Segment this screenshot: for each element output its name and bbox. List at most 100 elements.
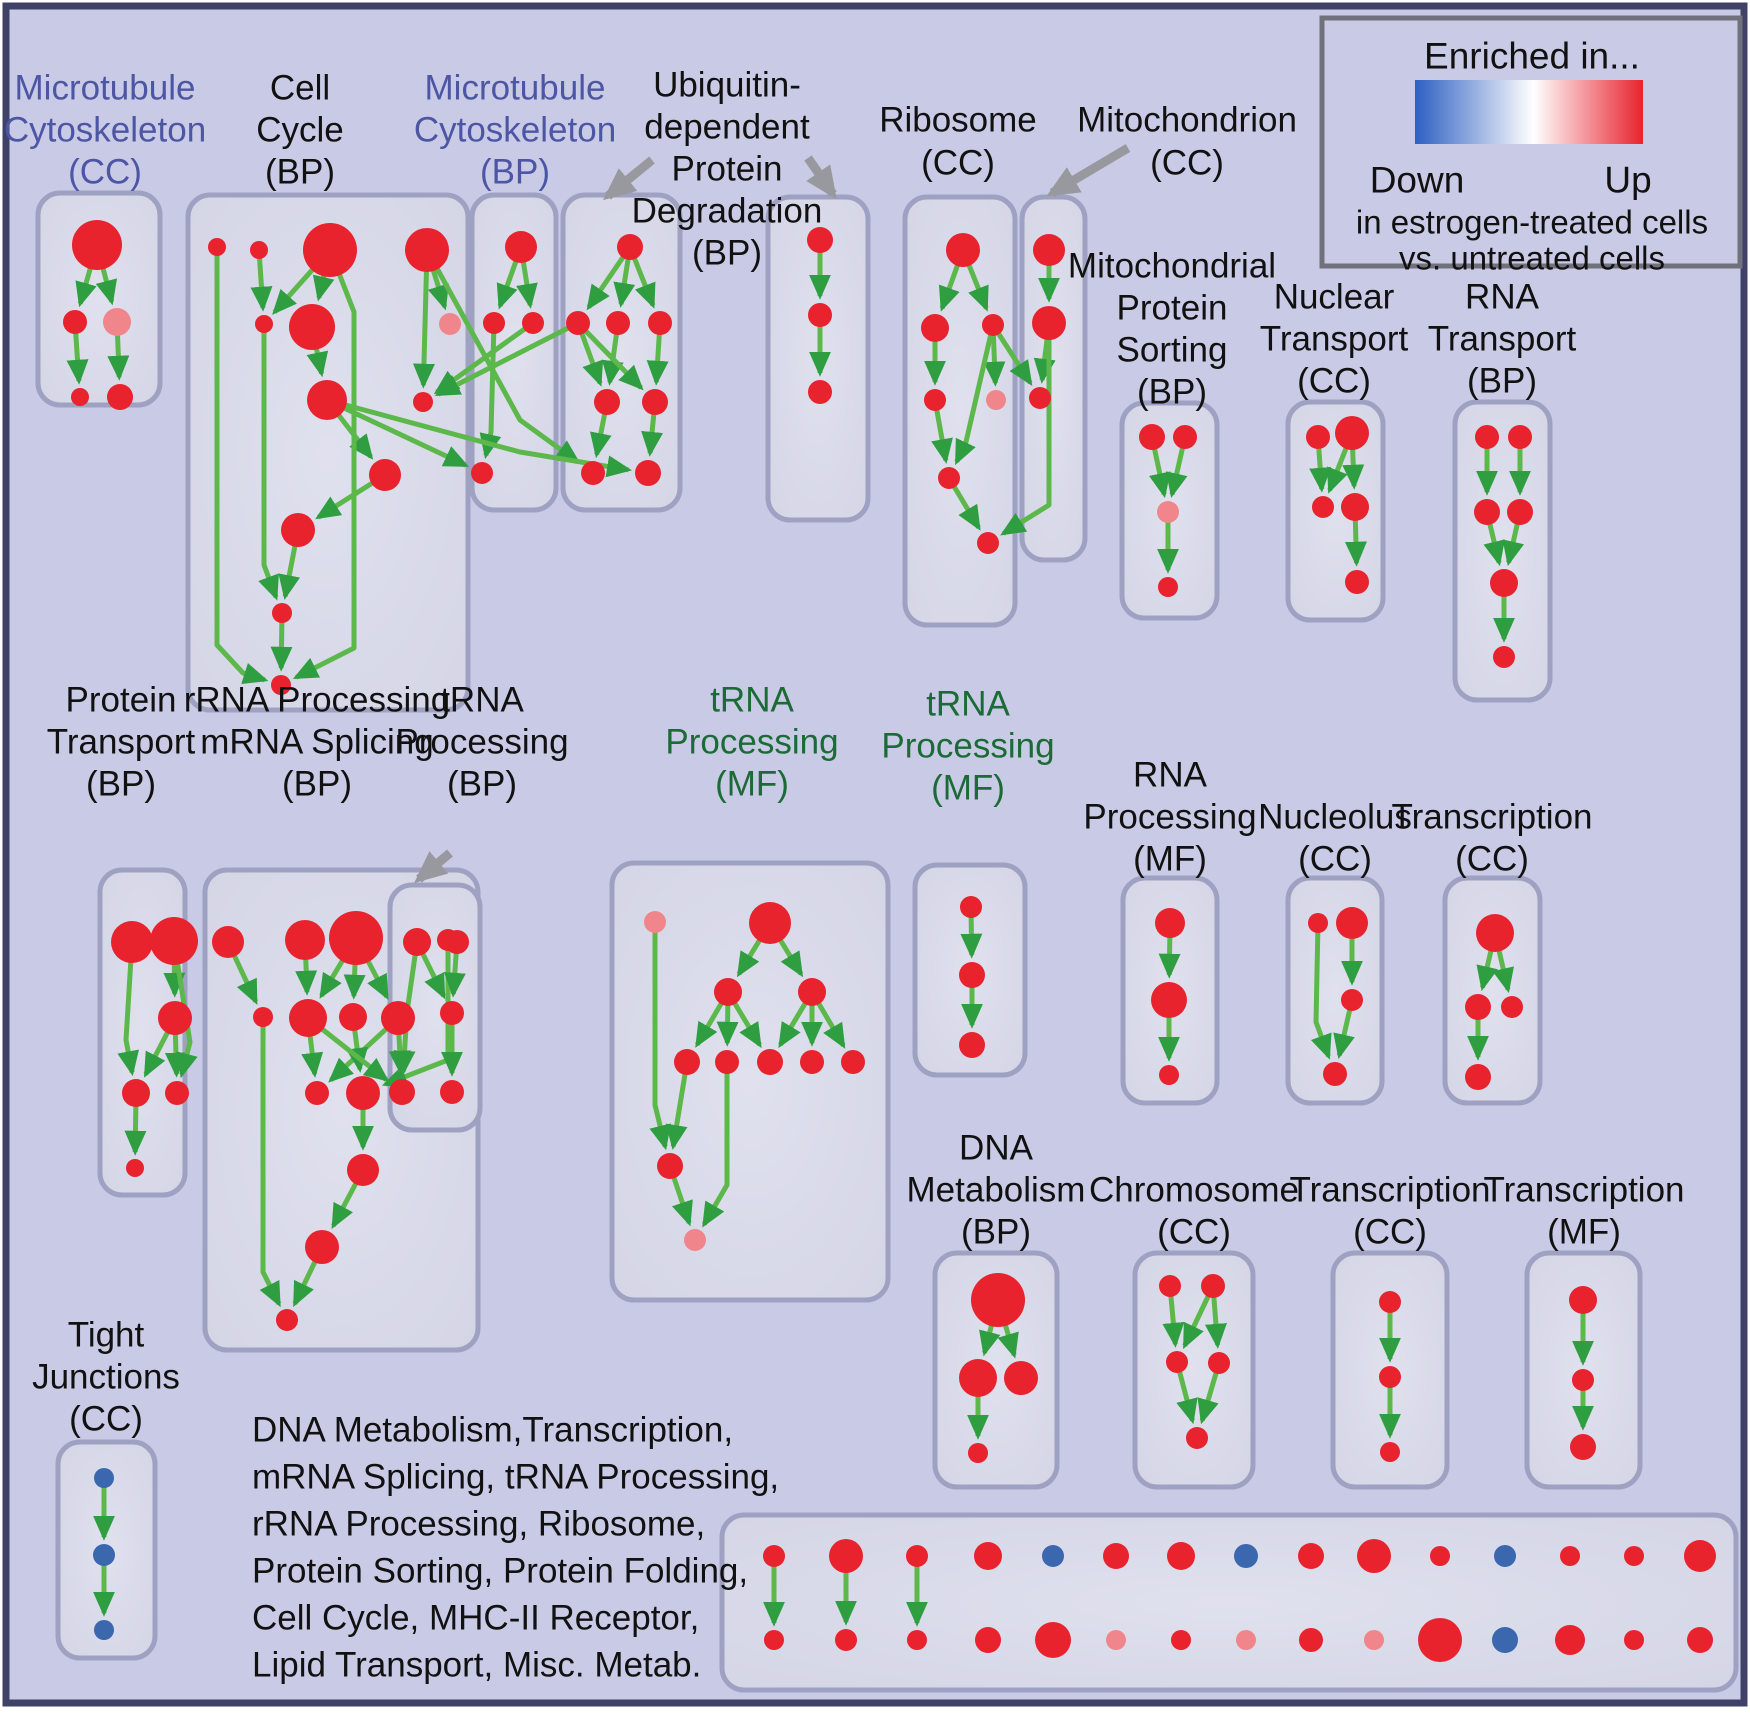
- ribosome-cc-go-term-node: [946, 233, 980, 267]
- trna-processing-mf-1-edge: [701, 1062, 730, 1228]
- dna-metabolism-bp-go-term-node: [968, 1443, 988, 1463]
- mitochondrial-protein-sorting-bp-label: Sorting: [1117, 331, 1228, 370]
- ubiquitin-dependent-protein-degradation-bp-go-term-node: [635, 460, 661, 486]
- trna-processing-bp-label: (BP): [447, 765, 517, 804]
- ubiquitin-dependent-protein-degradation-bp-label: Degradation: [632, 192, 823, 231]
- cell-cycle-bp-go-term-node: [281, 513, 315, 547]
- dna-metabolism-bp-go-term-node: [971, 1273, 1025, 1327]
- cell-cycle-bp-label: (BP): [265, 153, 335, 192]
- misc-enrichment-grid-go-term-node: [907, 1630, 927, 1650]
- protein-transport-bp-edge: [117, 941, 139, 1077]
- label-pointer-arrow: [414, 849, 453, 884]
- rrna-processing-mrna-splicing-bp-go-term-node: [339, 1003, 367, 1031]
- transcription-cc-1-go-term-node: [1465, 994, 1491, 1020]
- transcription-cc-1-label: (CC): [1455, 840, 1529, 879]
- cell-cycle-bp-edge: [412, 249, 435, 389]
- ribosome-cc-label: (CC): [921, 144, 995, 183]
- dna-metabolism-bp-go-term-node: [1004, 1361, 1038, 1395]
- transcription-cc-2-go-term-node: [1379, 1366, 1401, 1388]
- rna-transport-bp-label: RNA: [1465, 278, 1540, 317]
- misc-enrichment-grid-go-term-node: [1624, 1630, 1644, 1650]
- transcription-cc-2-go-term-node: [1379, 1291, 1401, 1313]
- rna-transport-bp-go-term-node: [1474, 499, 1500, 525]
- rrna-processing-mrna-splicing-bp-edge: [259, 1017, 282, 1308]
- mitochondrion-cc-label: (CC): [1150, 144, 1224, 183]
- cell-cycle-bp-go-term-node: [439, 313, 461, 335]
- cross-box-edge: [424, 248, 581, 465]
- ubiquitin-degradation-bp-2-go-term-node: [808, 380, 832, 404]
- labels-layer: MicrotubuleCytoskeleton(CC)CellCycle(BP)…: [4, 15, 1743, 1685]
- mitochondrial-protein-sorting-bp-go-term-node: [1158, 577, 1178, 597]
- cell-cycle-bp-edge: [214, 247, 269, 684]
- cell-cycle-bp-go-term-node: [303, 223, 357, 277]
- transcription-cc-1-go-term-node: [1476, 914, 1514, 952]
- legend-up-label: Up: [1604, 160, 1651, 201]
- misc-enrichment-grid-go-term-node: [835, 1629, 857, 1651]
- misc-enrichment-grid-go-term-node: [1042, 1545, 1064, 1567]
- rrna-processing-mrna-splicing-bp-label: rRNA Processing: [184, 681, 450, 720]
- nucleolus-cc-go-term-node: [1323, 1062, 1347, 1086]
- cell-cycle-bp-go-term-node: [307, 380, 347, 420]
- misc-pathways-text: Lipid Transport, Misc. Metab.: [252, 1646, 701, 1685]
- chromosome-cc-label: Chromosome: [1089, 1171, 1299, 1210]
- transcription-mf-label: Transcription: [1484, 1171, 1685, 1210]
- dna-metabolism-bp-box: [932, 1250, 1060, 1490]
- ribosome-cc-label: Ribosome: [879, 101, 1037, 140]
- microtubule-cytoskeleton-cc-go-term-node: [63, 310, 87, 334]
- transcription-cc-2-label: (CC): [1353, 1213, 1427, 1252]
- legend-gradient-bar: [1415, 80, 1643, 144]
- nodes-layer: [63, 220, 1716, 1662]
- misc-enrichment-grid-go-term-node: [1364, 1630, 1384, 1650]
- trna-processing-mf-1-label: (MF): [715, 765, 789, 804]
- misc-enrichment-grid-go-term-node: [1298, 1543, 1324, 1569]
- ubiquitin-degradation-bp-2-go-term-node: [807, 227, 833, 253]
- cell-cycle-bp-edge: [250, 249, 273, 312]
- misc-enrichment-grid-go-term-node: [829, 1539, 863, 1573]
- ribosome-cc-go-term-node: [924, 389, 946, 411]
- misc-enrichment-grid-go-term-node: [763, 1545, 785, 1567]
- trna-processing-mf-1-label: Processing: [665, 723, 838, 762]
- misc-enrichment-grid-go-term-node: [1684, 1540, 1716, 1572]
- microtubule-cytoskeleton-bp-label: (BP): [480, 153, 550, 192]
- transcription-cc-2-go-term-node: [1380, 1442, 1400, 1462]
- dna-metabolism-bp-label: (BP): [961, 1213, 1031, 1252]
- ribosome-cc-go-term-node: [986, 390, 1006, 410]
- misc-enrichment-grid-go-term-node: [764, 1630, 784, 1650]
- misc-enrichment-grid-go-term-node: [1234, 1544, 1258, 1568]
- tight-junctions-cc-label: Tight: [68, 1316, 145, 1355]
- nucleolus-cc-go-term-node: [1341, 989, 1363, 1011]
- rna-transport-bp-go-term-node: [1508, 425, 1532, 449]
- rrna-processing-mrna-splicing-bp-go-term-node: [381, 1001, 415, 1035]
- microtubule-cytoskeleton-bp-edge: [479, 322, 502, 460]
- ubiquitin-dependent-protein-degradation-bp-go-term-node: [617, 234, 643, 260]
- label-pointer-arrow: [804, 155, 837, 200]
- trna-processing-mf-1-go-term-node: [798, 978, 826, 1006]
- misc-enrichment-grid-go-term-node: [1035, 1622, 1071, 1658]
- rrna-processing-mrna-splicing-bp-go-term-node: [346, 1076, 380, 1110]
- cross-box-edge: [434, 320, 580, 397]
- misc-enrichment-grid-box: [719, 1512, 1739, 1693]
- misc-pathways-text: mRNA Splicing, tRNA Processing,: [252, 1458, 779, 1497]
- rna-processing-mf-label: Processing: [1083, 798, 1256, 837]
- protein-transport-bp-go-term-node: [126, 1159, 144, 1177]
- mitochondrion-cc-go-term-node: [1029, 387, 1051, 409]
- nuclear-transport-cc-go-term-node: [1341, 493, 1369, 521]
- rrna-processing-mrna-splicing-bp-go-term-node: [305, 1230, 339, 1264]
- trna-processing-mf-1-go-term-node: [800, 1050, 824, 1074]
- misc-enrichment-grid-go-term-node: [1560, 1546, 1580, 1566]
- ribosome-cc-go-term-node: [977, 532, 999, 554]
- cell-cycle-bp-go-term-node: [250, 241, 268, 259]
- rna-transport-bp-label: Transport: [1428, 320, 1577, 359]
- trna-processing-bp-go-term-node: [445, 930, 469, 954]
- dna-metabolism-bp-go-term-node: [959, 1359, 997, 1397]
- transcription-mf-label: (MF): [1547, 1213, 1621, 1252]
- microtubule-cytoskeleton-bp-go-term-node: [471, 462, 493, 484]
- tight-junctions-cc-go-term-node: [93, 1544, 115, 1566]
- trna-processing-mf-1-box: [609, 860, 891, 1303]
- nuclear-transport-cc-go-term-node: [1306, 425, 1330, 449]
- trna-processing-mf-2-label: Processing: [881, 727, 1054, 766]
- tight-junctions-cc-label: Junctions: [32, 1358, 180, 1397]
- microtubule-cytoskeleton-bp-label: Microtubule: [425, 69, 606, 108]
